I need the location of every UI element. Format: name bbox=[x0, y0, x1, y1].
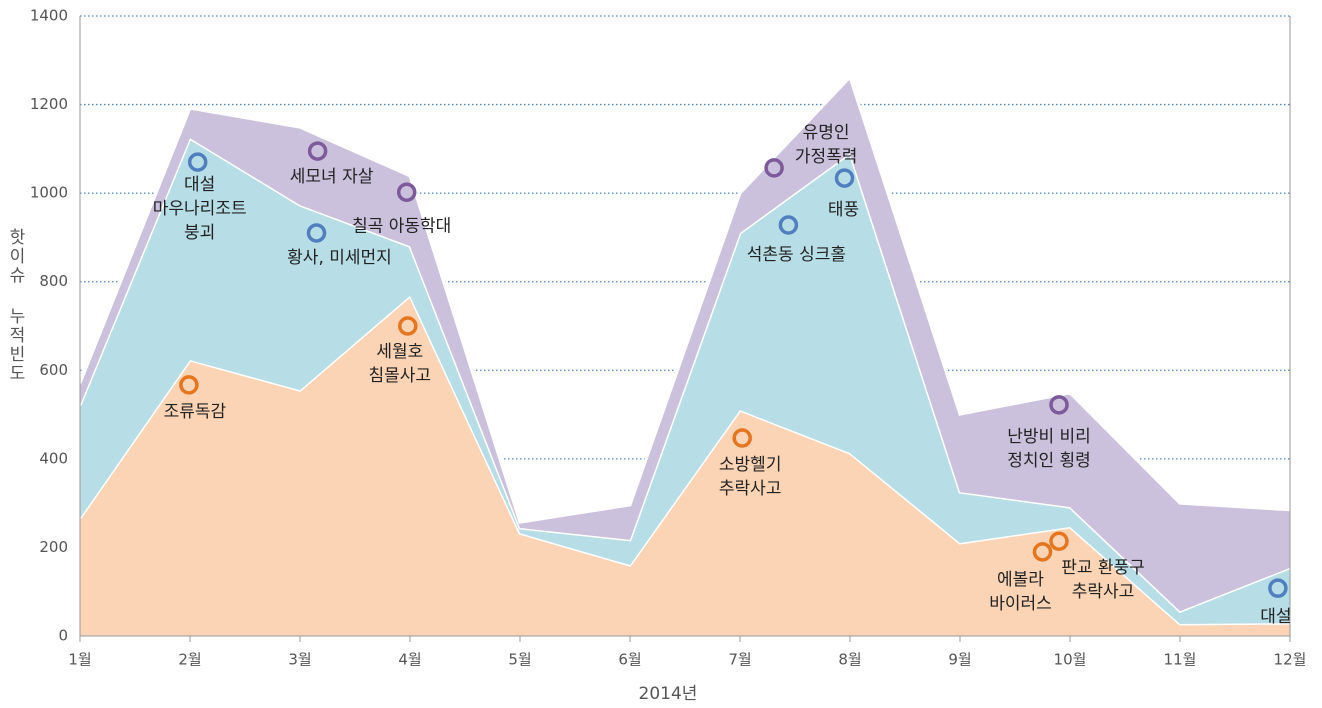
y-tick-label: 200 bbox=[39, 538, 68, 556]
x-tick-label: 3월 bbox=[288, 651, 311, 669]
event-label: 에볼라 bbox=[997, 570, 1044, 590]
event-label: 세월호 bbox=[376, 342, 423, 362]
event-marker bbox=[732, 428, 752, 448]
event-label: 가정폭력 bbox=[795, 147, 858, 167]
event-label: 침몰사고 bbox=[369, 366, 432, 386]
area-edge bbox=[78, 74, 1291, 524]
event-label: 난방비 비리 bbox=[1007, 427, 1091, 447]
area bbox=[80, 77, 1290, 612]
y-axis-label: 핫이슈 누적빈도 bbox=[5, 228, 25, 383]
event-label: 소방헬기 bbox=[719, 455, 782, 475]
event-marker bbox=[396, 182, 417, 203]
event-marker bbox=[307, 141, 328, 161]
x-tick-label: 9월 bbox=[948, 651, 971, 669]
x-tick-label: 12월 bbox=[1274, 651, 1307, 669]
event-marker bbox=[1032, 542, 1053, 562]
y-tick-label: 1200 bbox=[30, 95, 68, 113]
event-label: 추락사고 bbox=[719, 479, 782, 499]
event-marker bbox=[1049, 395, 1069, 415]
x-tick-label: 8월 bbox=[838, 651, 861, 669]
x-tick-label: 2월 bbox=[178, 651, 201, 669]
x-tick-label: 5월 bbox=[508, 651, 531, 669]
x-axis-label: 2014년 bbox=[639, 684, 698, 704]
event-label: 황사, 미세먼지 bbox=[287, 248, 392, 268]
area bbox=[80, 295, 1290, 636]
event-label: 칠곡 아동학대 bbox=[352, 216, 451, 236]
x-tick-label: 10월 bbox=[1054, 651, 1087, 669]
y-tick-label: 400 bbox=[39, 449, 68, 467]
event-marker bbox=[187, 152, 208, 172]
y-tick-label: 0 bbox=[58, 627, 68, 645]
event-marker bbox=[179, 375, 199, 395]
event-label: 석촌동 싱크홀 bbox=[747, 245, 846, 265]
event-marker bbox=[778, 215, 799, 235]
y-tick-label: 1400 bbox=[30, 7, 68, 25]
event-label: 유명인 bbox=[803, 123, 850, 143]
x-tick-label: 7월 bbox=[728, 651, 751, 669]
event-label: 판교 환풍구 bbox=[1061, 558, 1145, 578]
x-tick-label: 11월 bbox=[1164, 651, 1197, 669]
event-marker bbox=[834, 168, 855, 188]
x-tick-label: 6월 bbox=[618, 651, 641, 669]
event-label: 조류독감 bbox=[164, 402, 227, 422]
event-label: 대설 bbox=[1260, 607, 1291, 627]
event-label: 바이러스 bbox=[989, 594, 1052, 614]
y-tick-label: 800 bbox=[39, 272, 68, 290]
event-label: 세모녀 자살 bbox=[290, 167, 374, 187]
y-tick-label: 1000 bbox=[30, 184, 68, 202]
x-tick-label: 4월 bbox=[398, 651, 421, 669]
x-tick-label: 1월 bbox=[68, 651, 91, 669]
event-marker bbox=[398, 316, 418, 336]
event-label: 대설 bbox=[184, 175, 215, 195]
event-marker bbox=[306, 223, 327, 243]
event-label: 마우나리조트 bbox=[153, 199, 247, 219]
event-label: 태풍 bbox=[828, 200, 859, 220]
event-label: 정치인 횡령 bbox=[1007, 451, 1091, 471]
area bbox=[80, 138, 1290, 625]
y-tick-label: 600 bbox=[39, 361, 68, 379]
event-marker bbox=[764, 158, 784, 178]
event-label: 추락사고 bbox=[1072, 582, 1135, 602]
event-marker bbox=[1268, 578, 1288, 598]
event-marker bbox=[1049, 531, 1069, 551]
event-label: 붕괴 bbox=[184, 223, 215, 243]
